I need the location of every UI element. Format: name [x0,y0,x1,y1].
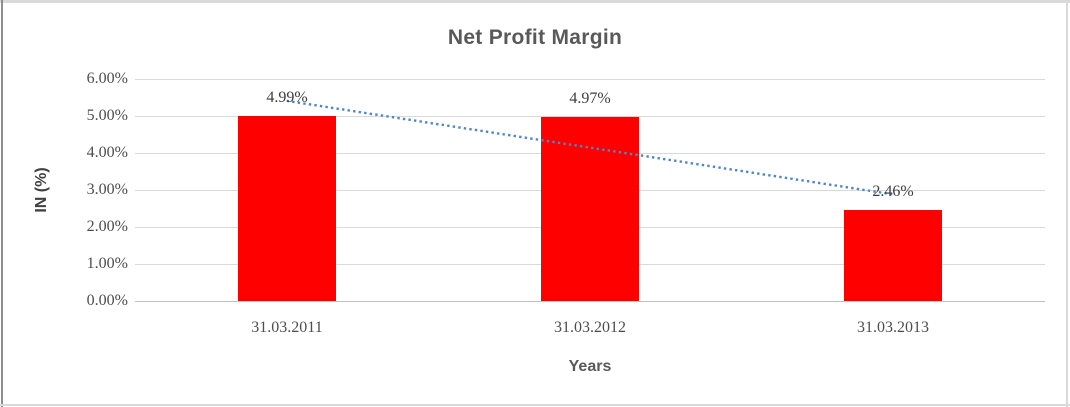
y-tick-label: 0.00% [86,292,128,309]
data-label-31.03.2013: 2.46% [872,183,914,200]
y-tick-label: 6.00% [86,70,128,87]
x-tick-label-31.03.2013: 31.03.2013 [857,319,929,336]
y-tick-label: 4.00% [86,144,128,161]
y-tick-label: 5.00% [86,107,128,124]
data-label-31.03.2011: 4.99% [266,89,308,106]
frame-border-bottom [0,404,1070,406]
frame-border-top [0,0,1070,3]
x-axis-title: Years [568,358,612,375]
bar-31.03.2011 [238,116,336,301]
x-tick-label-31.03.2011: 31.03.2011 [251,319,323,336]
y-tick-label: 2.00% [86,218,128,235]
y-tick-label: 1.00% [86,255,128,272]
bar-31.03.2012 [541,117,639,301]
trendline [286,99,894,196]
bar-31.03.2013 [844,210,942,301]
x-axis-line [135,301,1045,302]
chart-title: Net Profit Margin [447,26,623,49]
gridline [135,116,1045,117]
x-tick-label-31.03.2012: 31.03.2012 [554,319,626,336]
data-label-31.03.2012: 4.97% [569,90,611,107]
frame-border-left [1,0,3,407]
y-tick-label: 3.00% [86,181,128,198]
gridline [135,79,1045,80]
frame-border-right [1066,0,1068,407]
